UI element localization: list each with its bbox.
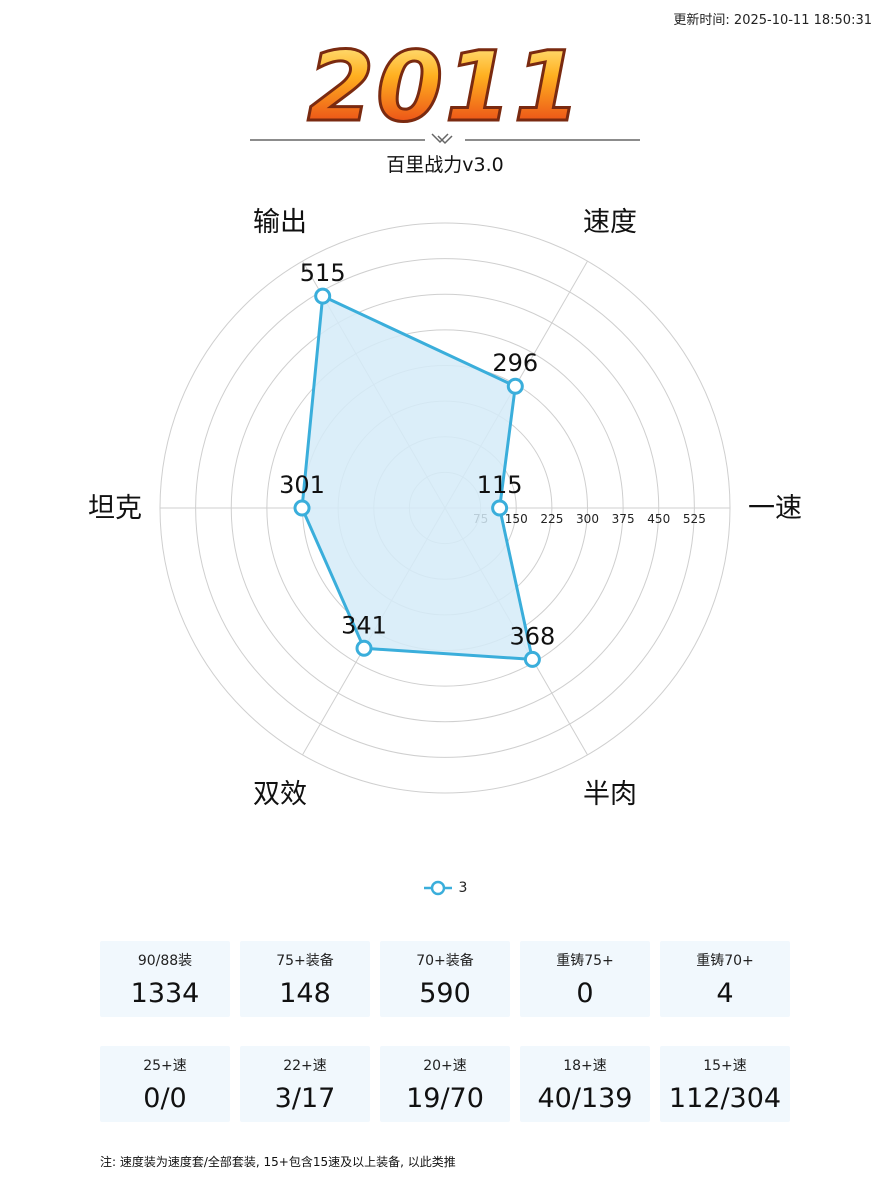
radar-axis-label: 输出 bbox=[253, 207, 307, 238]
radar-series: 115 296 515 301 341 368 bbox=[279, 259, 555, 668]
radar-point bbox=[506, 377, 524, 395]
stats-row-speed: 25+速 0/0 22+速 3/17 20+速 19/70 18+速 40/13… bbox=[100, 1046, 790, 1122]
legend-marker-icon bbox=[423, 880, 452, 896]
radar-axis-label: 半肉 bbox=[583, 779, 637, 810]
logo-ornament bbox=[431, 133, 453, 145]
radar-data-label: 115 bbox=[477, 471, 523, 499]
chart-subtitle: 百里战力v3.0 bbox=[386, 154, 504, 176]
stat-label: 重铸70+ bbox=[696, 953, 754, 969]
stat-card: 重铸70+ 4 bbox=[660, 941, 790, 1017]
radar-data-label: 301 bbox=[279, 471, 325, 499]
radar-ring-label: 450 bbox=[647, 512, 670, 526]
stat-value: 0/0 bbox=[143, 1083, 187, 1114]
stats-row-equipment: 90/88装 1334 75+装备 148 70+装备 590 重铸75+ 0 … bbox=[100, 941, 790, 1017]
radar-axis-label: 双效 bbox=[253, 779, 307, 810]
legend-label: 3 bbox=[458, 880, 468, 896]
stat-label: 25+速 bbox=[143, 1058, 187, 1074]
stat-label: 重铸75+ bbox=[556, 953, 614, 969]
radar-data-label: 341 bbox=[341, 611, 387, 639]
radar-ring-label: 525 bbox=[683, 512, 706, 526]
logo-graphic: 2011 bbox=[250, 30, 640, 145]
radar-data-label: 515 bbox=[300, 259, 346, 287]
radar-point bbox=[355, 639, 373, 657]
stat-label: 15+速 bbox=[703, 1058, 747, 1074]
stat-label: 18+速 bbox=[563, 1058, 607, 1074]
radar-data-label: 296 bbox=[492, 349, 538, 377]
stat-value: 3/17 bbox=[274, 1083, 336, 1114]
stat-card: 90/88装 1334 bbox=[100, 941, 230, 1017]
footnote: 注: 速度装为速度套/全部套装, 15+包含15速及以上装备, 以此类推 bbox=[100, 1155, 456, 1169]
stat-value: 590 bbox=[419, 978, 471, 1009]
stat-card: 重铸75+ 0 bbox=[520, 941, 650, 1017]
radar-point bbox=[523, 650, 541, 668]
logo-text: 2011 bbox=[307, 31, 582, 143]
radar-axis-label: 一速 bbox=[748, 493, 802, 524]
stat-value: 4 bbox=[716, 978, 734, 1009]
stat-card: 25+速 0/0 bbox=[100, 1046, 230, 1122]
stat-card: 20+速 19/70 bbox=[380, 1046, 510, 1122]
stat-value: 112/304 bbox=[668, 1083, 782, 1114]
stat-label: 22+速 bbox=[283, 1058, 327, 1074]
stat-value: 148 bbox=[279, 978, 331, 1009]
stat-card: 18+速 40/139 bbox=[520, 1046, 650, 1122]
chart-legend[interactable]: 3 bbox=[0, 880, 890, 896]
radar-axis-label: 坦克 bbox=[88, 493, 142, 524]
stat-label: 20+速 bbox=[423, 1058, 467, 1074]
update-timestamp: 更新时间: 2025-10-11 18:50:31 bbox=[673, 13, 872, 28]
radar-data-label: 368 bbox=[509, 622, 555, 650]
stat-value: 19/70 bbox=[406, 1083, 484, 1114]
stat-value: 40/139 bbox=[537, 1083, 633, 1114]
stat-card: 22+速 3/17 bbox=[240, 1046, 370, 1122]
radar-ring-labels: 75150225300375450525 bbox=[473, 512, 706, 526]
logo: 2011 bbox=[240, 22, 650, 182]
stat-label: 75+装备 bbox=[276, 953, 334, 969]
stat-label: 70+装备 bbox=[416, 953, 474, 969]
stat-label: 90/88装 bbox=[137, 953, 193, 969]
stat-card: 70+装备 590 bbox=[380, 941, 510, 1017]
stat-value: 1334 bbox=[130, 978, 200, 1009]
radar-ring-label: 225 bbox=[540, 512, 563, 526]
radar-axis-label: 速度 bbox=[583, 207, 637, 238]
radar-point bbox=[491, 499, 509, 517]
stat-card: 15+速 112/304 bbox=[660, 1046, 790, 1122]
radar-point bbox=[293, 499, 311, 517]
radar-point bbox=[314, 287, 332, 305]
stat-value: 0 bbox=[576, 978, 594, 1009]
radar-ring-label: 300 bbox=[576, 512, 599, 526]
stat-card: 75+装备 148 bbox=[240, 941, 370, 1017]
radar-ring-label: 150 bbox=[505, 512, 528, 526]
radar-ring-label: 375 bbox=[612, 512, 635, 526]
